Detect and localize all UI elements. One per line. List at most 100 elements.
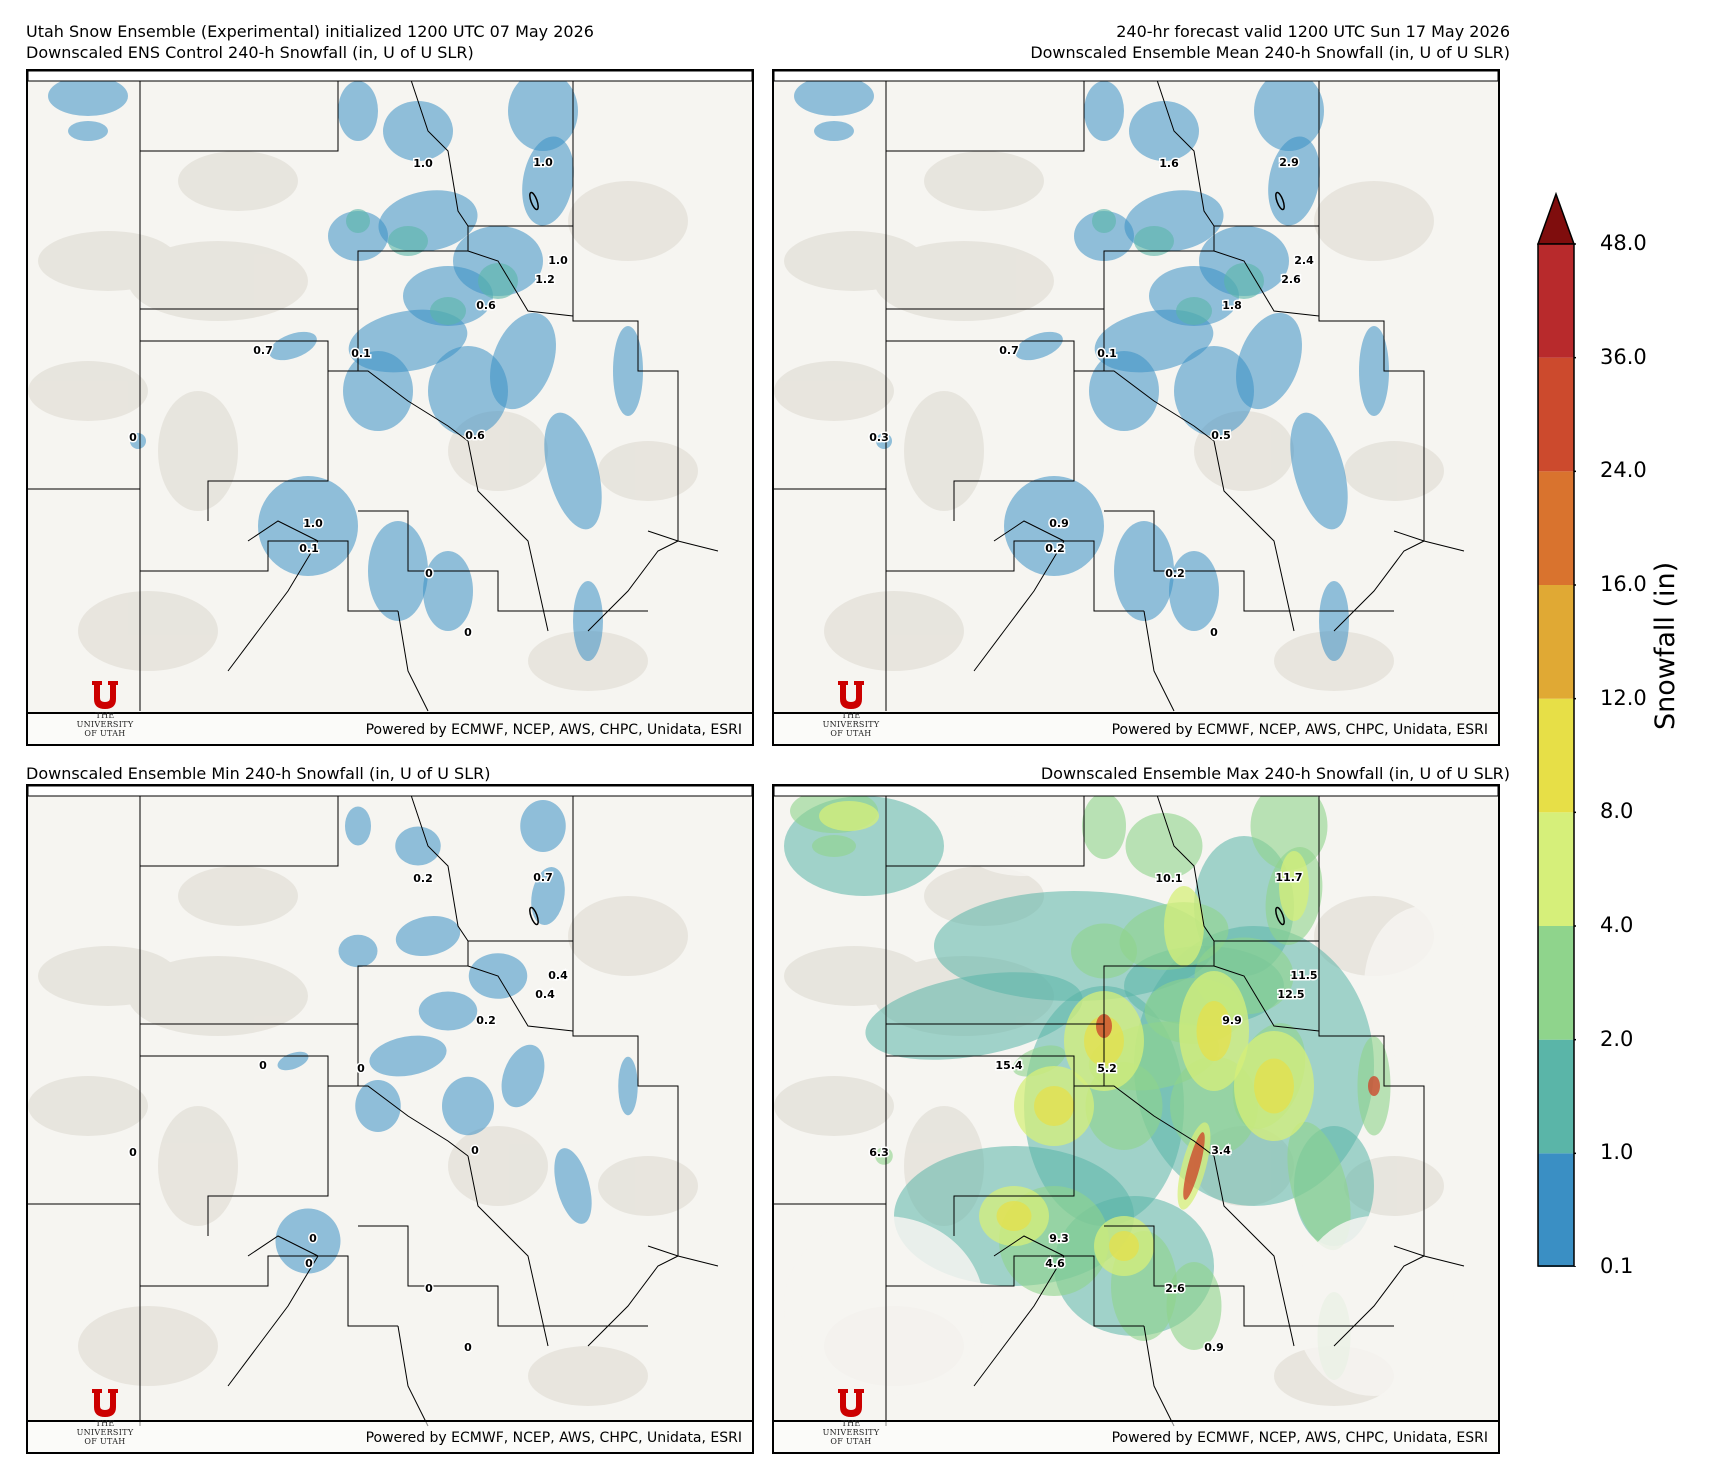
relief-patch — [38, 231, 178, 291]
snow-area — [1034, 1086, 1074, 1126]
point-value-label: 0.9 — [1049, 517, 1069, 530]
snow-area — [1129, 101, 1199, 161]
terrain-relief — [774, 151, 1444, 691]
boundary-line — [140, 940, 573, 1025]
logo-line-3: OF UTAH — [830, 729, 872, 738]
relief-patch — [774, 1076, 894, 1136]
top-border-strip — [774, 71, 1498, 82]
block-u-icon — [838, 1389, 864, 1417]
mean-panel-title: Downscaled Ensemble Mean 240-h Snowfall … — [1030, 43, 1510, 62]
boundary-line — [993, 520, 1065, 542]
map-panel-control[interactable]: 1.0 1.0 1.0 1.2 0.6 0.7 0.1 0 0.6 1.0 0.1 0 0 Powered… — [26, 69, 754, 746]
lake-outline — [1275, 906, 1285, 926]
boundary-line — [886, 540, 1144, 612]
boundary-line — [467, 965, 574, 1032]
panel-footer: Powered by ECMWF, NCEP, AWS, CHPC, Unida… — [28, 712, 752, 744]
boundary-line — [140, 71, 339, 152]
snow-area — [442, 1076, 494, 1136]
snow-area — [1290, 412, 1348, 530]
colorbar-tick-label: 48.0 — [1600, 231, 1647, 255]
boundary-line — [467, 250, 574, 317]
map-panel-max[interactable]: 10.1 11.7 11.5 12.5 9.9 15.4 5.2 6.3 3.4 9.3 4.6 2.… — [772, 784, 1500, 1454]
point-value-label: 5.2 — [1097, 1062, 1117, 1075]
snow-area — [1015, 331, 1063, 361]
snow-area — [383, 101, 453, 161]
snow-area — [1109, 1231, 1139, 1261]
point-value-label: 0 — [464, 626, 472, 639]
point-value-label: 12.5 — [1277, 988, 1304, 1001]
snow-area — [48, 76, 128, 116]
point-value-label: 0.4 — [548, 969, 568, 982]
snow-area — [68, 121, 108, 141]
map-panel-mean[interactable]: 1.6 2.9 2.4 2.6 1.8 0.7 0.1 0.3 0.5 0.9 0.2 0.2 0 Pow… — [772, 69, 1500, 746]
point-value-label: 11.5 — [1290, 969, 1317, 982]
min-panel-title: Downscaled Ensemble Min 240-h Snowfall (… — [26, 764, 491, 783]
logo-line-1: THE — [841, 711, 861, 720]
boundary-line — [140, 340, 329, 521]
point-value-label: 2.6 — [1281, 273, 1301, 286]
boundary-line — [1143, 610, 1175, 712]
university-of-utah-logo: THE UNIVERSITY OF UTAH — [62, 1388, 148, 1448]
snow-area — [478, 263, 518, 299]
boundary-line — [886, 340, 1075, 521]
snow-area — [522, 136, 574, 226]
relief-patch — [178, 866, 298, 926]
colorbar-tick-label: 4.0 — [1600, 913, 1634, 937]
block-u-icon — [92, 681, 118, 709]
snow-area — [269, 331, 317, 361]
top-border-strip — [28, 786, 752, 797]
snow-area — [613, 326, 643, 416]
boundary-line — [1153, 786, 1215, 942]
snow-area — [275, 1208, 341, 1274]
snow-area — [1368, 1076, 1380, 1096]
university-of-utah-logo: THE UNIVERSITY OF UTAH — [62, 680, 148, 740]
panel-footer: Powered by ECMWF, NCEP, AWS, CHPC, Unida… — [28, 1420, 752, 1452]
point-value-label: 0 — [309, 1232, 317, 1245]
point-value-label: 1.2 — [535, 273, 555, 286]
boundary-line — [328, 370, 469, 442]
boundary-line — [140, 1055, 329, 1236]
relief-patch — [784, 231, 924, 291]
basemap-max: 10.1 11.7 11.5 12.5 9.9 15.4 5.2 6.3 3.4 9.3 4.6 2.… — [774, 786, 1498, 1452]
snow-area — [554, 1148, 592, 1224]
relief-patch — [158, 391, 238, 511]
data-credit: Powered by ECMWF, NCEP, AWS, CHPC, Unida… — [1111, 1430, 1488, 1446]
colorbar-tick-label: 24.0 — [1600, 458, 1647, 483]
relief-patch — [38, 946, 178, 1006]
snow-area — [1164, 886, 1204, 966]
colorbar-segment — [1538, 244, 1574, 358]
snow-area — [490, 312, 556, 410]
block-u-icon — [92, 1389, 118, 1417]
snow-area — [814, 121, 854, 141]
point-value-label: 0.6 — [465, 429, 485, 442]
point-value-label: 0.2 — [1045, 542, 1065, 555]
boundary-line — [973, 540, 1065, 672]
relief-patch — [158, 1106, 238, 1226]
lake-outline — [529, 906, 539, 926]
colorbar-tick-label: 1.0 — [1600, 1140, 1634, 1165]
snow-area — [508, 71, 578, 151]
valid-time-title: 240-hr forecast valid 1200 UTC Sun 17 Ma… — [1116, 22, 1510, 41]
point-value-label: 0 — [129, 431, 137, 444]
snow-area — [1236, 312, 1302, 410]
panel-footer: Powered by ECMWF, NCEP, AWS, CHPC, Unida… — [774, 712, 1498, 744]
snow-area — [430, 297, 466, 325]
relief-patch — [568, 896, 688, 976]
colorbar-tick-label: 36.0 — [1600, 344, 1647, 369]
snow-area — [130, 433, 146, 449]
snow-area — [1250, 786, 1328, 870]
boundary-line — [886, 1255, 1144, 1327]
point-value-label: 0 — [1210, 626, 1218, 639]
colorbar-segment — [1538, 1153, 1574, 1267]
snow-area — [1176, 297, 1212, 325]
logo-line-2: UNIVERSITY — [76, 720, 134, 729]
logo-line-3: OF UTAH — [84, 1437, 126, 1446]
point-value-label: 0.7 — [533, 871, 553, 884]
colorbar-tick-label: 12.0 — [1600, 685, 1647, 710]
snow-area — [544, 412, 602, 530]
boundary-line — [572, 786, 679, 1256]
snow-area — [1359, 326, 1389, 416]
map-panel-min[interactable]: 0.2 0.7 0.4 0.4 0.2 0 0 0 0 0 0 0 0 Powered by ECMWF,… — [26, 784, 754, 1454]
boundary-line — [407, 71, 469, 227]
snowfall-colorbar — [1536, 192, 1576, 1267]
